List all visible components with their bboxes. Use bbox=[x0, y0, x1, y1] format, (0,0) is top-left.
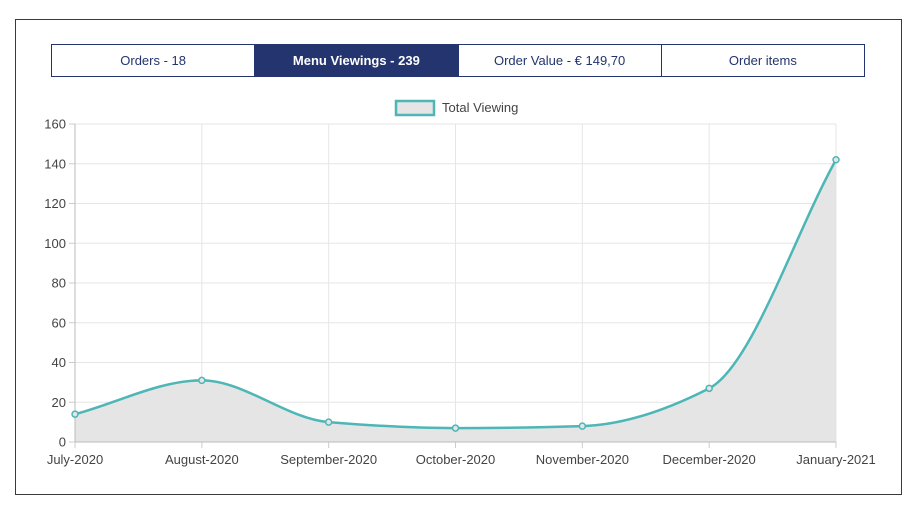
y-tick-label: 80 bbox=[52, 276, 66, 291]
y-tick-label: 120 bbox=[44, 196, 66, 211]
legend-label: Total Viewing bbox=[442, 100, 518, 115]
data-point[interactable] bbox=[832, 156, 840, 164]
data-point[interactable] bbox=[705, 384, 713, 393]
y-tick-label: 140 bbox=[44, 156, 66, 171]
data-points bbox=[71, 156, 840, 432]
tab-orders[interactable]: Orders - 18 bbox=[52, 45, 256, 76]
legend-swatch bbox=[394, 99, 436, 117]
x-tick-label: August-2020 bbox=[165, 452, 239, 467]
metric-tabs: Orders - 18 Menu Viewings - 239 Order Va… bbox=[51, 44, 865, 77]
axes: 0 20 40 60 80 100 120 140 160 July-2020 August-202… bbox=[44, 117, 875, 468]
data-point[interactable] bbox=[71, 410, 79, 418]
data-point[interactable] bbox=[578, 422, 587, 430]
data-point[interactable] bbox=[451, 424, 460, 432]
y-tick-label: 60 bbox=[52, 315, 66, 330]
x-tick-label: October-2020 bbox=[416, 452, 496, 467]
y-tick-label: 20 bbox=[52, 395, 66, 410]
y-tick-label: 160 bbox=[44, 117, 66, 132]
y-tick-label: 40 bbox=[52, 355, 66, 370]
tab-menu-viewings[interactable]: Menu Viewings - 239 bbox=[255, 45, 459, 76]
data-point[interactable] bbox=[324, 418, 333, 426]
series-area-fill bbox=[75, 159, 836, 442]
x-tick-label: September-2020 bbox=[280, 452, 377, 467]
x-tick-label: November-2020 bbox=[536, 452, 629, 467]
x-tick-label: July-2020 bbox=[47, 452, 103, 467]
y-tick-label: 0 bbox=[59, 435, 66, 450]
data-point[interactable] bbox=[198, 376, 206, 385]
tab-order-value[interactable]: Order Value - € 149,70 bbox=[458, 45, 662, 76]
x-tick-label: December-2020 bbox=[663, 452, 756, 467]
y-tick-label: 100 bbox=[44, 236, 66, 251]
x-tick-label: January-2021 bbox=[796, 452, 876, 467]
tab-order-items[interactable]: Order items bbox=[661, 45, 864, 76]
legend[interactable]: Total Viewing bbox=[394, 99, 518, 117]
